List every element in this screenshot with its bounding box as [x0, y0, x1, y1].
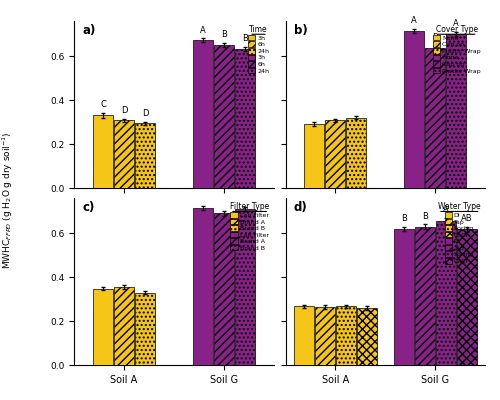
Text: c): c) — [82, 202, 94, 214]
Bar — [214, 214, 234, 365]
Text: B: B — [401, 214, 406, 223]
Bar — [346, 118, 366, 188]
Bar — [336, 306, 356, 365]
Text: AB: AB — [460, 214, 472, 223]
Text: B: B — [242, 34, 248, 43]
Text: A: A — [412, 16, 417, 25]
Text: B: B — [221, 30, 226, 39]
Legend: Lab Filter, Brand A, Brand B, Lab Filter, Brand A, Brand B: Lab Filter, Brand A, Brand B, Lab Filter… — [228, 201, 270, 252]
Bar — [425, 48, 445, 188]
Text: B: B — [432, 32, 438, 42]
Text: b): b) — [294, 24, 308, 37]
Bar — [93, 289, 113, 365]
Text: a): a) — [82, 24, 96, 37]
Text: B: B — [422, 212, 428, 220]
Bar — [214, 45, 234, 188]
Bar — [414, 227, 434, 365]
Text: A: A — [453, 19, 459, 28]
Bar — [135, 123, 155, 188]
Text: C: C — [100, 100, 106, 109]
Legend: None, Cap on, Plastic Wrap, None, Cap on, Plastic Wrap: None, Cap on, Plastic Wrap, None, Cap on… — [432, 24, 482, 75]
Legend: 3h, 6h, 24h, 3h, 6h, 24h: 3h, 6h, 24h, 3h, 6h, 24h — [246, 24, 270, 75]
Bar — [394, 229, 413, 365]
Text: D: D — [142, 109, 148, 118]
Legend: DI, Tap, Spring, CaCl, DI, Tap, Spring, CaCl: DI, Tap, Spring, CaCl, DI, Tap, Spring, … — [437, 201, 482, 265]
Bar — [135, 293, 155, 365]
Bar — [234, 49, 255, 188]
Bar — [294, 306, 314, 365]
Bar — [114, 287, 134, 365]
Bar — [357, 308, 377, 365]
Text: A: A — [442, 205, 448, 214]
Bar — [304, 124, 324, 188]
Bar — [446, 34, 466, 188]
Bar — [114, 120, 134, 188]
Bar — [456, 229, 476, 365]
Text: d): d) — [294, 202, 308, 214]
Text: A: A — [200, 26, 205, 34]
Text: D: D — [120, 106, 127, 114]
Bar — [315, 307, 335, 365]
Bar — [193, 40, 212, 188]
Bar — [193, 208, 212, 365]
Bar — [436, 220, 456, 365]
Text: MWHC$_{FFPD}$ (g H$_{2}$O g dry soil$^{-1}$): MWHC$_{FFPD}$ (g H$_{2}$O g dry soil$^{-… — [0, 131, 14, 269]
Bar — [404, 31, 424, 188]
Bar — [93, 116, 113, 188]
Bar — [326, 120, 345, 188]
Bar — [234, 209, 255, 365]
